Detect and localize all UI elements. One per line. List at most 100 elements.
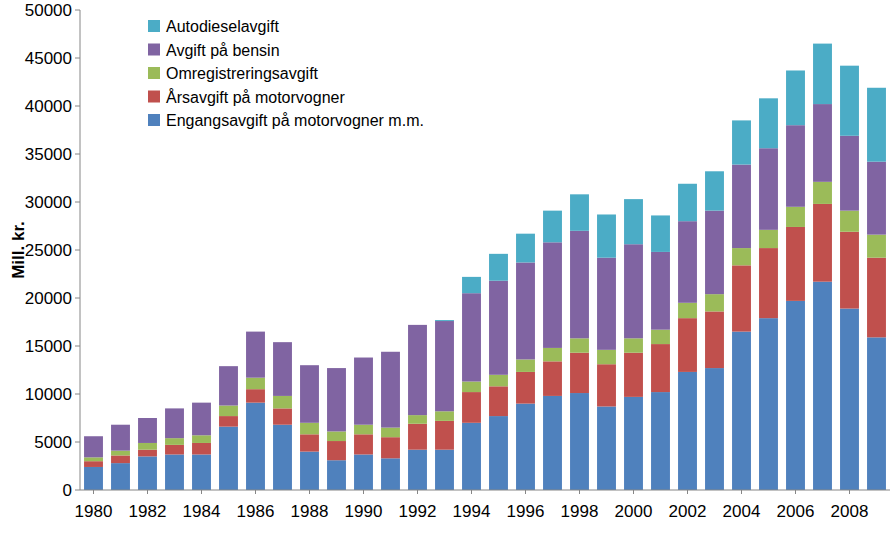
- bar: [327, 431, 346, 441]
- bar: [408, 424, 427, 450]
- legend-swatch: [148, 91, 160, 103]
- y-tick: [75, 442, 80, 443]
- bar: [84, 436, 103, 437]
- bar: [219, 406, 238, 417]
- bar: [273, 342, 292, 396]
- bar: [543, 396, 562, 490]
- bar: [300, 365, 319, 423]
- legend-label: Autodieselavgift: [166, 18, 280, 35]
- bar: [111, 455, 130, 463]
- y-tick-label: 30000: [25, 193, 72, 212]
- bar: [786, 207, 805, 227]
- x-tick-label: 1984: [183, 502, 221, 521]
- bar: [786, 70, 805, 125]
- bar: [597, 214, 616, 257]
- bar: [165, 445, 184, 455]
- bar: [84, 457, 103, 461]
- bar: [165, 408, 184, 438]
- bar: [597, 350, 616, 364]
- bar: [246, 403, 265, 490]
- bar: [570, 194, 589, 230]
- bar: [705, 311, 724, 368]
- bar: [759, 318, 778, 490]
- y-tick: [75, 394, 80, 395]
- bar: [435, 450, 454, 490]
- legend-swatch: [148, 20, 160, 32]
- bar: [678, 184, 697, 221]
- bar: [165, 438, 184, 445]
- x-tick-label: 1992: [399, 502, 437, 521]
- bar: [840, 136, 859, 211]
- bar: [381, 351, 400, 352]
- bar: [840, 309, 859, 490]
- bar: [435, 320, 454, 322]
- x-tick: [471, 490, 472, 494]
- bar: [597, 406, 616, 490]
- bar: [705, 294, 724, 311]
- bar: [516, 262, 535, 359]
- bar: [705, 368, 724, 490]
- bar: [516, 372, 535, 404]
- bar: [543, 242, 562, 348]
- y-tick-label: 45000: [25, 49, 72, 68]
- bar: [273, 396, 292, 408]
- bar: [867, 235, 886, 258]
- bar: [570, 338, 589, 352]
- y-tick: [75, 10, 80, 11]
- bar: [624, 353, 643, 397]
- bar: [651, 252, 670, 330]
- bar: [408, 450, 427, 490]
- x-tick-label: 1988: [291, 502, 329, 521]
- bar: [165, 408, 184, 409]
- bar: [705, 171, 724, 210]
- bar: [246, 378, 265, 390]
- y-tick-label: 5000: [34, 433, 72, 452]
- bar: [246, 331, 265, 332]
- bar: [516, 404, 535, 490]
- bar: [624, 338, 643, 352]
- bar: [138, 456, 157, 490]
- bar: [597, 364, 616, 406]
- legend-label: Årsavgift på motorvogner: [166, 88, 345, 106]
- y-tick: [75, 490, 80, 491]
- bar: [867, 258, 886, 338]
- bar: [408, 325, 427, 415]
- bar: [678, 303, 697, 318]
- bar: [462, 277, 481, 293]
- bar: [273, 425, 292, 490]
- bar: [732, 248, 751, 265]
- bar: [327, 368, 346, 431]
- bar: [840, 211, 859, 232]
- bar: [408, 415, 427, 424]
- bar: [435, 421, 454, 450]
- bar: [354, 434, 373, 454]
- x-tick: [417, 490, 418, 494]
- legend-swatch: [148, 114, 160, 126]
- y-tick-label: 40000: [25, 97, 72, 116]
- legend-label: Engangsavgift på motorvogner m.m.: [166, 112, 424, 129]
- bar: [219, 427, 238, 490]
- bar: [678, 372, 697, 490]
- bar: [624, 397, 643, 490]
- x-tick-label: 1990: [345, 502, 383, 521]
- bar: [462, 392, 481, 423]
- y-axis-label: Mill. kr.: [9, 221, 28, 279]
- bar: [327, 441, 346, 460]
- bar: [219, 416, 238, 427]
- bar: [732, 165, 751, 249]
- bar: [381, 437, 400, 458]
- bar: [651, 344, 670, 392]
- bar: [705, 211, 724, 295]
- bar: [489, 375, 508, 387]
- bar: [678, 318, 697, 372]
- x-tick: [633, 490, 634, 494]
- x-tick: [525, 490, 526, 494]
- legend-label: Omregistreringsavgift: [166, 65, 319, 82]
- bar: [138, 443, 157, 450]
- bar: [354, 358, 373, 425]
- bar: [732, 265, 751, 331]
- y-tick-label: 35000: [25, 145, 72, 164]
- bar: [408, 324, 427, 325]
- bar: [273, 342, 292, 343]
- bar: [219, 366, 238, 367]
